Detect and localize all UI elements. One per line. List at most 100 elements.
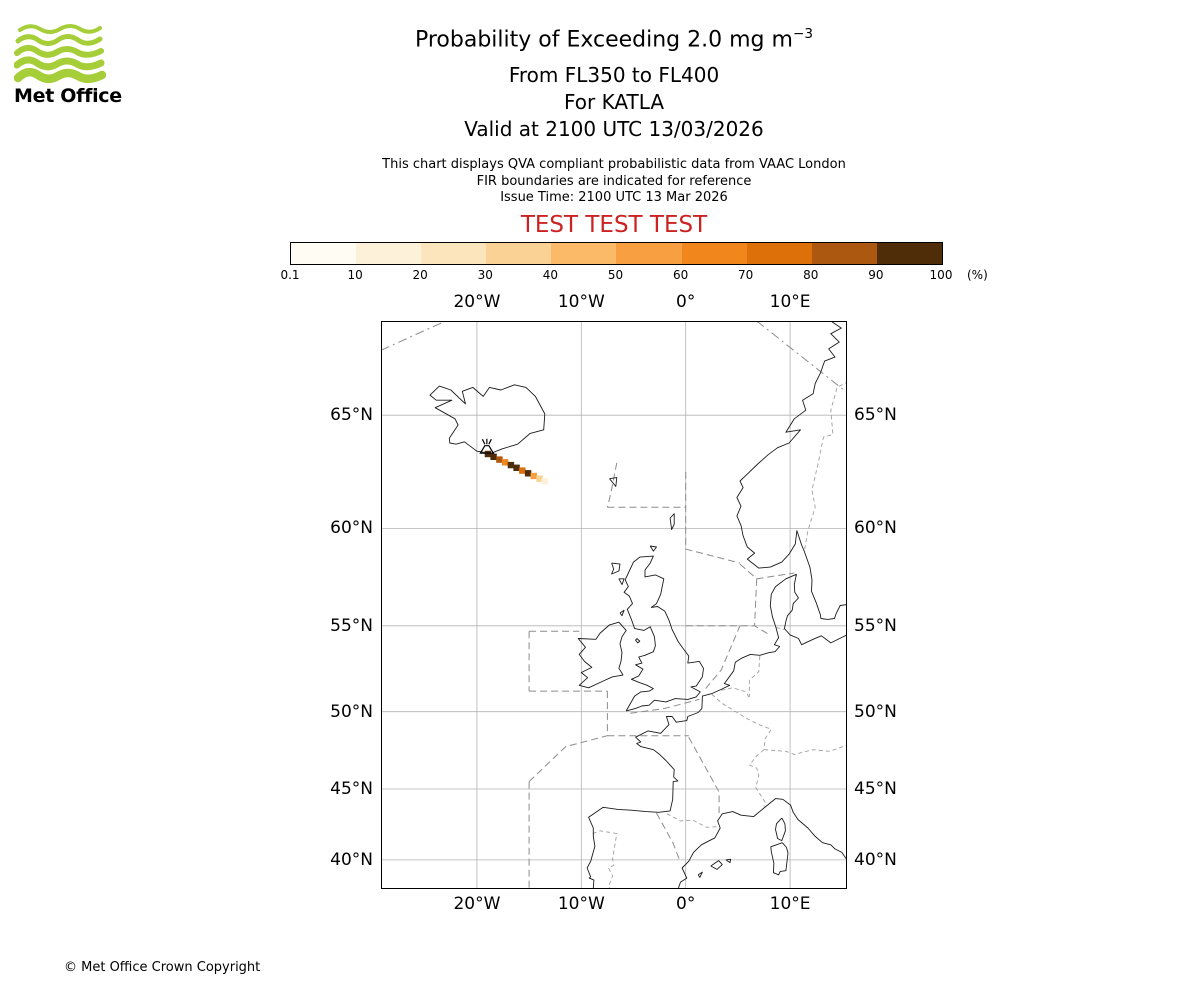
coastline [635,638,641,644]
coastline [775,817,786,842]
latitude-label-right: 50°N [854,701,897,722]
longitude-label-bottom: 10°W [557,894,605,914]
latitude-label-right: 65°N [854,405,897,426]
colorbar-tick-label: 80 [803,268,819,282]
longitude-label-bottom: 0° [676,894,696,914]
ash-probability-cell [536,475,543,482]
longitude-label-bottom: 10°E [769,894,811,914]
latitude-label-right: 60°N [854,518,897,539]
latitude-label-left: 55°N [330,615,373,636]
colorbar-segment [811,243,877,264]
fir-boundary [705,625,741,689]
fir-boundary [528,735,608,782]
longitude-label-top: 0° [676,292,696,312]
coastline [677,798,848,889]
colorbar-segment [876,243,942,264]
ash-probability-cell [484,450,492,458]
colorbar-tick-labels: 0.1 10 20 30 40 50 60 70 80 90 100 [280,268,952,284]
chart-subtitle-volcano: For KATLA [564,90,664,114]
colorbar-segment [616,243,682,264]
colorbar-segment [421,243,487,264]
colorbar-tick-label: 60 [672,268,689,282]
coastline [725,858,732,864]
colorbar-tick-label: 90 [868,268,884,282]
country-border [804,381,848,550]
longitude-label-top: 20°W [453,292,501,312]
chart-note-qva: This chart displays QVA compliant probab… [382,157,846,172]
colorbar-unit-label: (%) [967,268,988,282]
fir-boundary [606,462,618,508]
ash-probability-cell [496,456,503,463]
colorbar-tick-label: 50 [607,268,624,282]
colorbar-tick-label: 70 [738,268,754,282]
fir-boundary-dashdot [756,320,848,393]
met-office-logo: Met Office [14,20,124,107]
fir-boundary [739,563,795,580]
latitude-label-right: 45°N [854,779,897,800]
country-border [763,744,848,755]
colorbar-segment [356,243,422,264]
latitude-label-left: 40°N [330,849,373,870]
fir-boundary [630,698,700,714]
coastline [697,871,703,878]
volcano-marker [479,438,495,454]
latitude-label-left: 50°N [330,701,373,722]
coastline [577,621,627,689]
fir-boundary [685,471,741,564]
colorbar-tick-label: 30 [477,268,493,282]
fir-boundary [656,812,680,861]
longitude-label-top: 10°E [769,292,811,312]
ash-probability-cell [530,472,537,480]
chart-note-issue-time: Issue Time: 2100 UTC 13 Mar 2026 [500,190,728,205]
chart-title: Probability of Exceeding 2.0 mg m−3 [414,26,814,53]
coastline [429,384,546,454]
ash-probability-cell [490,453,497,460]
coastline [618,578,625,586]
fir-boundary [688,736,720,813]
ash-probability-cell [507,461,515,469]
latitude-label-left: 60°N [330,518,373,539]
ash-probability-cell [524,470,532,477]
coastline [736,320,848,620]
map-container [380,320,848,889]
test-banner: TEST TEST TEST [520,212,708,238]
country-border [775,627,785,630]
latitude-label-right: 40°N [854,849,897,870]
colorbar-tick-label: 20 [412,268,428,282]
met-office-logo-waves-icon [14,24,106,83]
chart-title-exponent: −3 [792,26,814,42]
colorbar-tick-label: 100 [929,268,953,282]
country-border [748,749,766,807]
longitude-label-top: 10°W [557,292,605,312]
colorbar-tick-label: 40 [542,268,559,282]
copyright-text: © Met Office Crown Copyright [64,960,261,975]
country-border [748,656,761,697]
country-border [666,813,720,828]
colorbar-segment [291,243,357,264]
map-canvas [380,320,848,889]
coastline [619,609,625,617]
colorbar-segment [746,243,812,264]
colorbar-tick-label: 0.1 [280,268,300,282]
country-border [711,694,772,750]
coastline [623,555,704,712]
ash-probability-cell [519,467,526,474]
colorbar-segment [681,243,747,264]
met-office-logo-text: Met Office [14,85,122,107]
country-border [592,830,618,889]
colorbar-segment [551,243,617,264]
latitude-label-right: 55°N [854,615,897,636]
chart-note-fir: FIR boundaries are indicated for referen… [476,173,752,189]
longitude-label-bottom: 20°W [453,894,501,914]
coastline [586,573,848,889]
ash-probability-cell [501,459,509,466]
coastline [669,513,675,530]
coastline [710,860,723,870]
colorbar-legend [290,242,943,265]
colorbar-segment [486,243,552,264]
ash-probability-cell [513,464,520,471]
fir-boundary-dashdot [380,320,446,351]
coastline [649,545,657,552]
chart-subtitle-flight-levels: From FL350 to FL400 [508,63,720,87]
